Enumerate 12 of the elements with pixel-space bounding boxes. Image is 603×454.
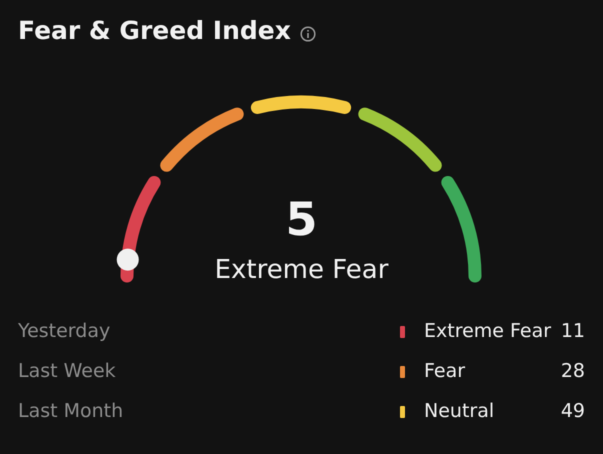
text: 28 bbox=[560, 360, 585, 382]
category-label: Extreme Fear bbox=[214, 255, 390, 285]
text: Fear bbox=[424, 360, 466, 382]
text: 49 bbox=[560, 400, 585, 422]
text: Extreme Fear bbox=[424, 320, 552, 342]
data-label: 5 bbox=[284, 192, 318, 246]
text: Yesterday bbox=[18, 320, 110, 342]
text: Last Week bbox=[18, 360, 116, 382]
text: Neutral bbox=[424, 400, 494, 422]
text: 11 bbox=[560, 320, 585, 342]
text: Last Month bbox=[18, 400, 124, 422]
text: Fear & Greed Index bbox=[18, 16, 291, 45]
